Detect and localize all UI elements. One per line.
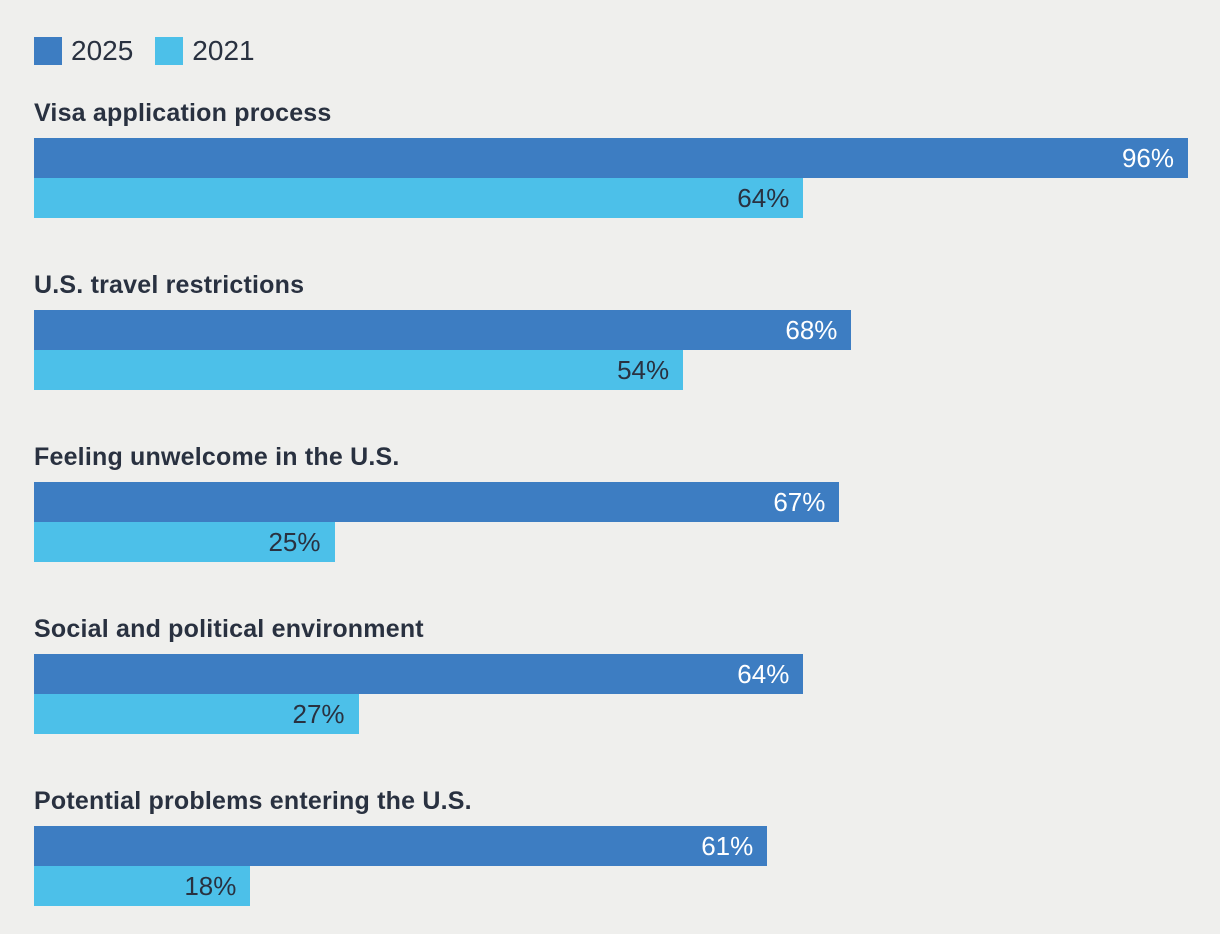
bar: 27% <box>34 694 359 734</box>
bars: 67% 25% <box>34 482 1188 562</box>
bar: 68% <box>34 310 852 350</box>
bar-value-label: 64% <box>737 182 790 213</box>
bar-value-label: 64% <box>737 658 790 689</box>
bar: 96% <box>34 138 1188 178</box>
legend-label: 2021 <box>192 35 255 66</box>
category-group: Social and political environment 64% 27% <box>34 615 1188 734</box>
bar-chart: 2025 2021 Visa application process 96% 6… <box>34 37 1188 906</box>
bar-value-label: 68% <box>785 314 838 345</box>
legend-item: 2025 <box>34 37 133 65</box>
legend: 2025 2021 <box>34 37 1188 65</box>
bar: 64% <box>34 654 804 694</box>
bar-value-label: 67% <box>773 486 826 517</box>
category-title: Visa application process <box>34 99 332 127</box>
bar-value-label: 25% <box>268 526 321 557</box>
bars: 96% 64% <box>34 138 1188 218</box>
bar-value-label: 61% <box>701 830 754 861</box>
category-group: U.S. travel restrictions 68% 54% <box>34 271 1188 390</box>
category-group: Feeling unwelcome in the U.S. 67% 25% <box>34 443 1188 562</box>
category-group: Potential problems entering the U.S. 61%… <box>34 787 1188 906</box>
category-group: Visa application process 96% 64% <box>34 99 1188 218</box>
category-title: Potential problems entering the U.S. <box>34 787 472 815</box>
bar: 54% <box>34 350 684 390</box>
legend-swatch <box>34 37 62 65</box>
bar: 18% <box>34 866 251 906</box>
bar: 67% <box>34 482 840 522</box>
bars: 68% 54% <box>34 310 1188 390</box>
bar-value-label: 27% <box>292 698 345 729</box>
bar-value-label: 96% <box>1121 142 1174 173</box>
bar-value-label: 54% <box>617 354 670 385</box>
category-title: Social and political environment <box>34 615 424 643</box>
bar-value-label: 18% <box>184 870 237 901</box>
bars: 64% 27% <box>34 654 1188 734</box>
bar: 64% <box>34 178 804 218</box>
category-title: U.S. travel restrictions <box>34 271 305 299</box>
legend-item: 2021 <box>155 35 255 66</box>
bar: 25% <box>34 522 335 562</box>
bar: 61% <box>34 826 768 866</box>
chart-groups: Visa application process 96% 64% U.S. tr… <box>34 99 1188 906</box>
bars: 61% 18% <box>34 826 1188 906</box>
legend-label: 2025 <box>71 35 134 66</box>
category-title: Feeling unwelcome in the U.S. <box>34 443 400 471</box>
legend-swatch <box>155 37 184 65</box>
